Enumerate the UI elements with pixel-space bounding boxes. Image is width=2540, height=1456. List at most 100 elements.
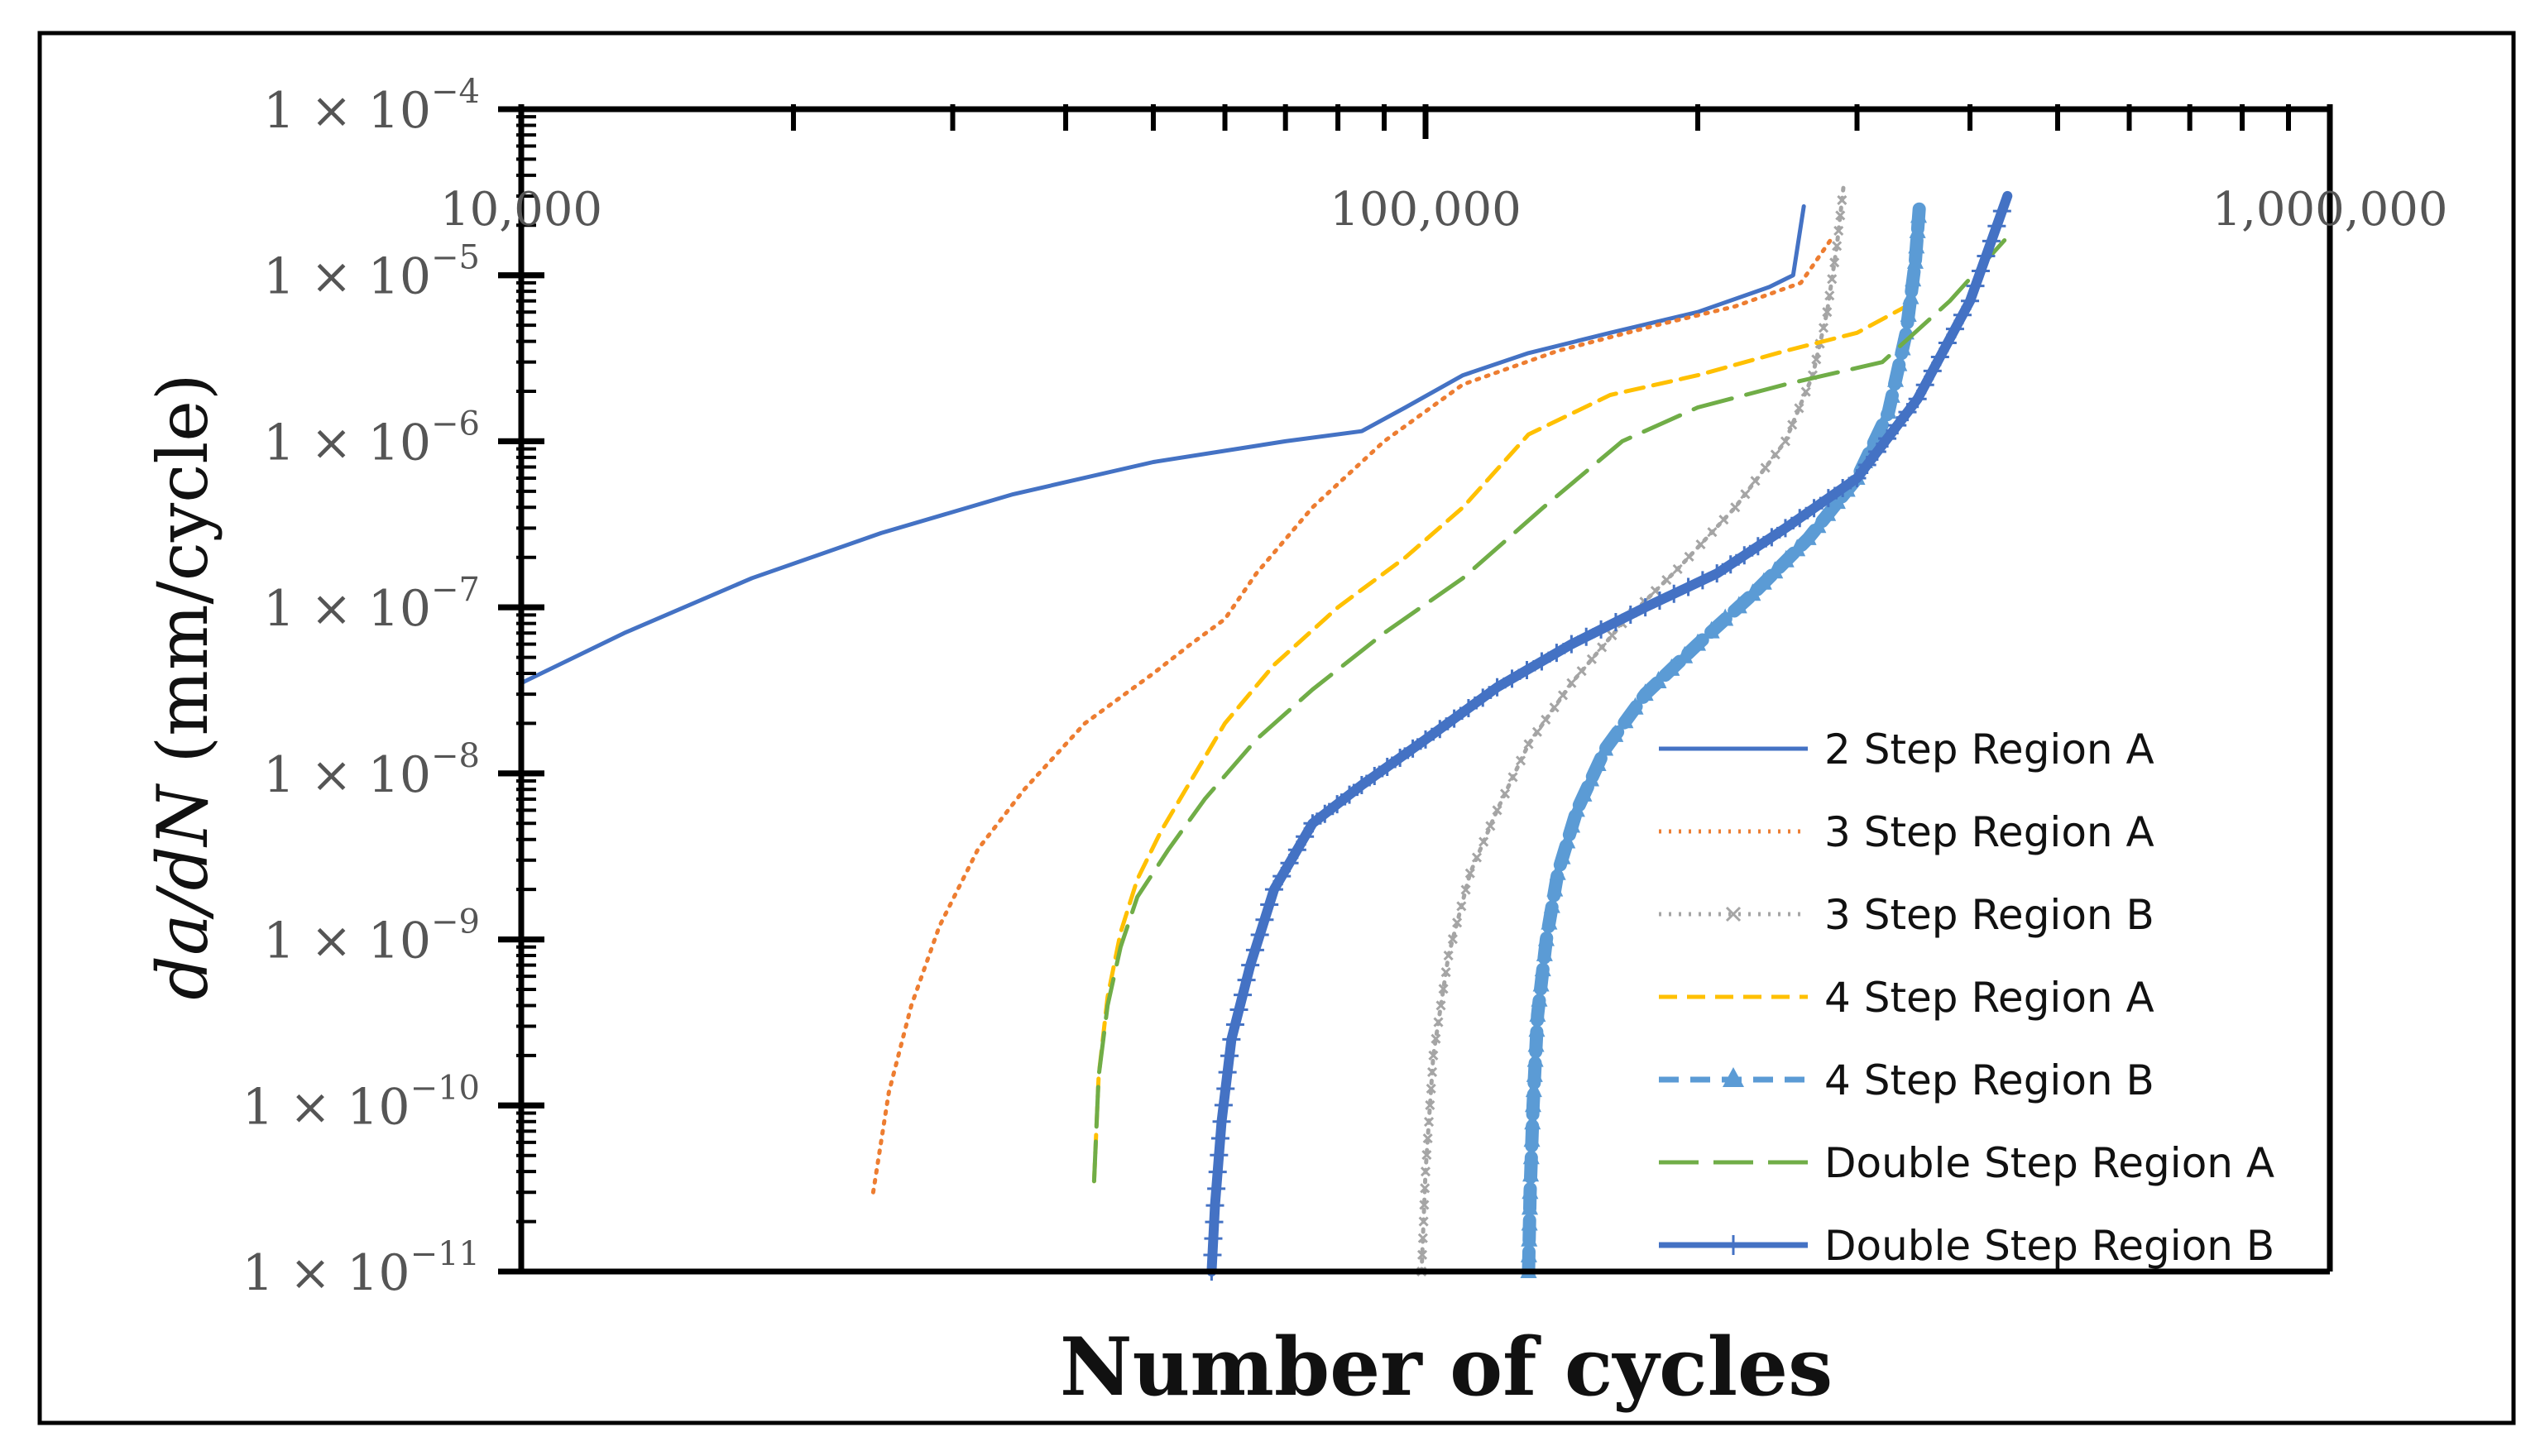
marker-plus [1391, 748, 1410, 767]
marker-triangle [1521, 1197, 1538, 1215]
marker-triangle [1905, 269, 1922, 287]
marker-plus [1445, 709, 1464, 728]
x-tick-label: 1,000,000 [2212, 183, 2447, 237]
marker-plus [1577, 627, 1596, 646]
marker-plus [1708, 564, 1727, 583]
marker-x [1443, 950, 1454, 961]
marker-triangle [1523, 1129, 1541, 1147]
marker-x [1824, 290, 1835, 301]
marker-x [1607, 630, 1617, 641]
marker-plus [1203, 1246, 1222, 1265]
legend-label: 4 Step Region A [1824, 974, 2154, 1022]
y-axis-label-units: (mm/cycle) [142, 373, 223, 785]
marker-plus [1636, 598, 1655, 617]
marker-triangle [1520, 1244, 1537, 1262]
marker-triangle [1650, 670, 1667, 688]
marker-plus [1953, 305, 1972, 324]
marker-plus [1210, 1129, 1229, 1148]
marker-triangle [1522, 1164, 1540, 1182]
marker-x [1586, 654, 1597, 664]
marker-plus [1938, 333, 1957, 352]
marker-x [1740, 489, 1751, 500]
marker-triangle [1549, 862, 1566, 880]
marker-triangle [1528, 1019, 1546, 1037]
marker-plus [1222, 1030, 1241, 1049]
marker-plus [1205, 1213, 1224, 1232]
marker-plus [1488, 678, 1507, 697]
legend-label: Double Step Region B [1824, 1222, 2274, 1270]
marker-triangle [1532, 974, 1550, 992]
marker-plus [1857, 455, 1876, 474]
marker-x [1452, 917, 1463, 928]
marker-plus [1762, 528, 1781, 547]
series-6 [1091, 235, 2010, 1184]
marker-x [1661, 574, 1672, 586]
marker-triangle [1546, 879, 1564, 897]
legend-item: 4 Step Region A [1659, 974, 2154, 1022]
marker-x [1833, 225, 1844, 236]
marker-x [1438, 984, 1449, 994]
series-1 [519, 204, 1806, 686]
marker-triangle [1564, 815, 1581, 833]
marker-plus [1592, 620, 1611, 639]
marker-triangle [1766, 561, 1784, 579]
y-tick-exponent: −6 [431, 405, 480, 443]
legend-item: 2 Step Region A [1659, 726, 2154, 774]
series-line [1091, 304, 1909, 1184]
marker-x [1433, 1017, 1444, 1027]
marker-plus [1245, 941, 1264, 960]
marker-triangle [1800, 527, 1817, 545]
marker-x [1420, 1166, 1431, 1177]
y-tick-exponent: −7 [431, 571, 480, 609]
marker-triangle [1543, 895, 1560, 913]
marker-x [1426, 1066, 1438, 1077]
marker-plus [1502, 669, 1522, 688]
marker-triangle [1527, 1034, 1545, 1052]
y-tick-label: 1 × 10−10 [242, 1069, 480, 1136]
marker-plus [1237, 970, 1256, 989]
marker-triangle [1526, 1064, 1543, 1082]
x-axis-label: Number of cycles [1060, 1320, 1833, 1414]
marker-x [1419, 1200, 1430, 1210]
marker-plus [1923, 362, 1942, 381]
y-tick-label: 1 × 10−11 [242, 1235, 480, 1302]
marker-x [1695, 539, 1706, 550]
y-tick-mantissa: 1 × 10 [263, 912, 431, 970]
series-layer [519, 183, 2013, 1281]
marker-plus [1250, 926, 1269, 945]
marker-x [1471, 852, 1483, 863]
marker-plus [1878, 429, 1897, 448]
marker-plus [1229, 1000, 1248, 1019]
marker-triangle [1789, 539, 1806, 557]
y-tick-mantissa: 1 × 10 [263, 414, 431, 472]
marker-x [1423, 1116, 1435, 1128]
legend-item: Double Step Region B [1659, 1222, 2274, 1270]
y-tick-exponent: −10 [410, 1069, 480, 1107]
marker-plus [1234, 985, 1253, 1004]
series-line [870, 235, 1835, 1195]
marker-plus [1693, 571, 1712, 590]
marker-plus [1532, 652, 1551, 671]
plot-area [521, 109, 2330, 1272]
marker-triangle [1900, 304, 1917, 322]
marker-plus [1804, 499, 1824, 518]
marker-triangle [1880, 401, 1897, 419]
marker-plus [1748, 537, 1767, 556]
marker-x [1422, 1133, 1433, 1144]
marker-plus [1431, 720, 1450, 739]
y-tick-label: 1 × 10−9 [263, 903, 480, 970]
marker-plus [1316, 804, 1335, 823]
marker-triangle [1894, 338, 1911, 356]
marker-x [1426, 1083, 1436, 1094]
marker-x [1492, 805, 1502, 816]
marker-plus [1225, 1015, 1244, 1034]
marker-plus [1966, 276, 1985, 295]
marker-plus [1735, 546, 1754, 565]
marker-plus [1562, 635, 1581, 654]
marker-plus [1621, 606, 1640, 625]
series-line [1091, 235, 2010, 1184]
marker-triangle [1521, 1228, 1538, 1247]
marker-x [1800, 386, 1811, 397]
marker-triangle [1583, 769, 1600, 787]
marker-plus [1721, 555, 1740, 574]
